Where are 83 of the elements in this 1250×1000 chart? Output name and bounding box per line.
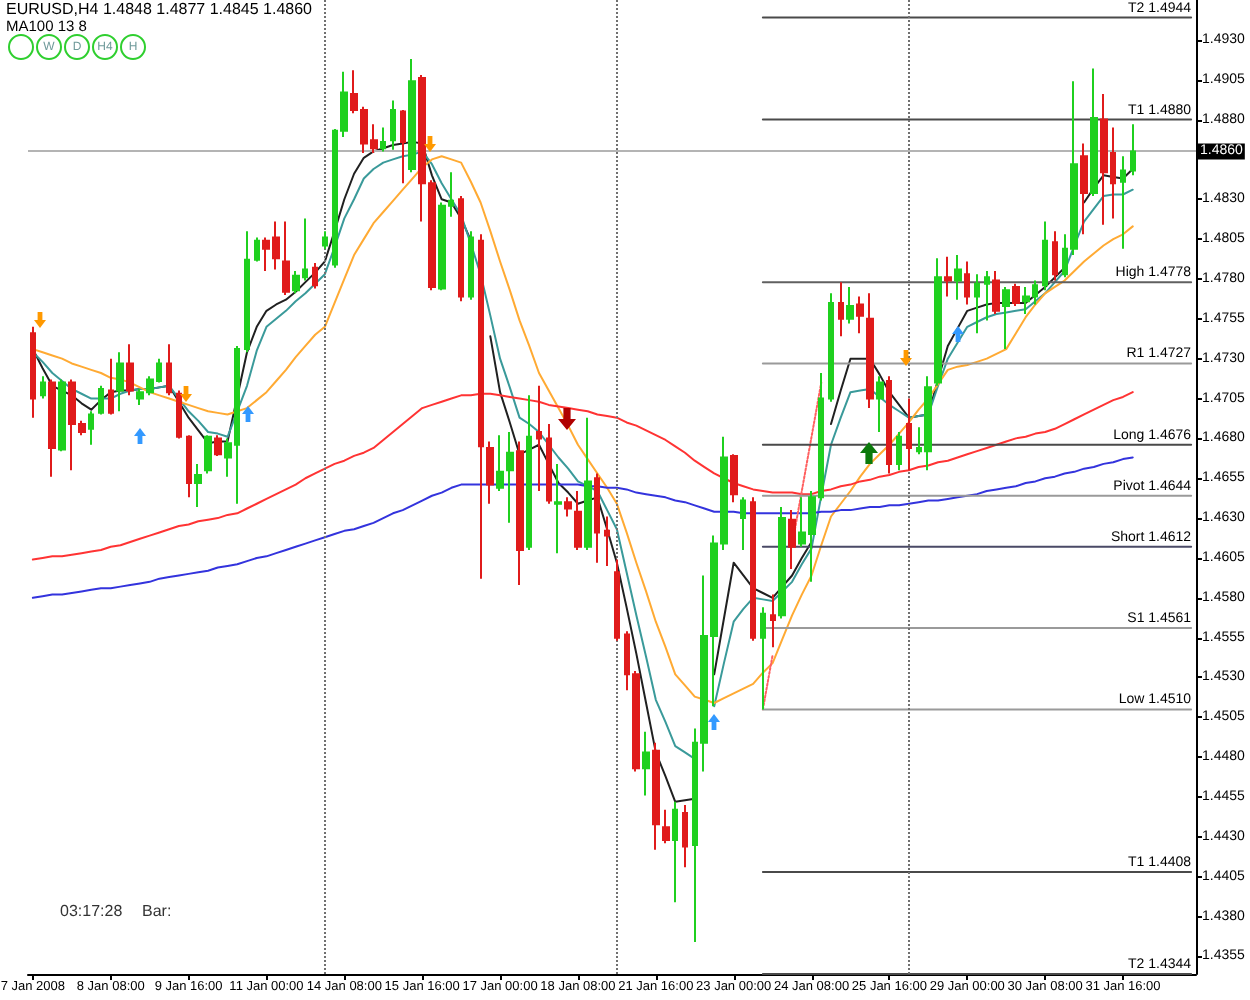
candlestick: [486, 440, 494, 505]
candlestick: [282, 220, 290, 296]
annotation: 03:17:28: [60, 902, 123, 920]
candlestick: [58, 378, 66, 453]
candlestick: [924, 375, 932, 472]
annotation: Bar:: [142, 902, 172, 920]
candlestick: [1042, 220, 1048, 292]
candlestick: [974, 273, 980, 335]
candlestick: [838, 281, 844, 338]
candlestick: [214, 434, 222, 457]
candlestick: [604, 515, 610, 567]
candlestick: [1022, 285, 1030, 316]
candlestick: [934, 257, 942, 387]
candlestick: [886, 375, 892, 475]
candlestick: [896, 431, 902, 472]
candlestick: [1100, 93, 1108, 226]
candlestick: [126, 343, 134, 397]
candlestick: [108, 357, 114, 416]
candlestick: [788, 509, 796, 571]
candlestick: [186, 434, 192, 499]
candlestick: [682, 804, 688, 869]
candlestick: [614, 558, 620, 642]
candlestick: [1130, 123, 1136, 177]
candlestick: [30, 325, 36, 419]
candlestick: [584, 416, 592, 551]
candlestick: [116, 351, 124, 413]
candlestick: [652, 741, 660, 851]
candlestick: [730, 453, 738, 504]
candlestick: [468, 230, 474, 301]
candlestick: [876, 375, 884, 433]
candlestick: [1002, 285, 1010, 351]
candlestick: [866, 292, 874, 410]
candlestick: [458, 195, 464, 303]
candlestick: [594, 472, 600, 564]
candlestick: [98, 384, 104, 416]
candlestick: [574, 489, 582, 551]
candlestick: [564, 496, 572, 518]
candlestick: [408, 57, 416, 174]
candlestick: [312, 262, 318, 290]
candlestick: [176, 389, 182, 440]
candlestick: [546, 423, 552, 505]
candlestick: [554, 462, 562, 555]
candlestick: [244, 230, 250, 354]
chart-title: EURUSD,H4 1.4848 1.4877 1.4845 1.4860: [6, 0, 314, 18]
candlestick: [944, 255, 952, 298]
candlestick: [846, 285, 854, 325]
candlestick: [906, 397, 912, 472]
candlestick: [750, 496, 756, 642]
candlestick: [478, 233, 484, 580]
candlestick: [526, 394, 532, 551]
candlestick: [672, 800, 678, 904]
candlestick: [194, 462, 202, 508]
candlestick: [740, 496, 746, 551]
candlestick: [662, 808, 670, 845]
candlestick: [1080, 142, 1088, 236]
candlestick: [1090, 67, 1098, 198]
candlestick: [828, 292, 834, 403]
candlestick: [964, 260, 970, 306]
candlestick: [1052, 230, 1058, 282]
candlestick: [856, 295, 864, 335]
candlestick: [166, 343, 172, 397]
candlestick: [48, 378, 56, 478]
candlestick: [642, 730, 650, 797]
candlestick: [40, 375, 46, 400]
candlestick: [992, 270, 1000, 316]
candlestick: [516, 440, 524, 587]
candlestick: [88, 410, 94, 446]
candlestick: [204, 434, 212, 475]
candlestick: [778, 505, 786, 620]
candlestick: [770, 593, 776, 649]
candlestick: [760, 606, 766, 711]
candlestick: [1012, 282, 1020, 308]
candlestick: [536, 384, 542, 492]
candlestick: [322, 230, 328, 250]
candlestick: [1120, 155, 1126, 250]
candlestick: [380, 126, 386, 153]
candlestick: [390, 99, 396, 151]
candlestick: [984, 270, 990, 322]
candlestick: [254, 236, 260, 263]
candlestick: [506, 431, 514, 524]
candlestick: [954, 254, 962, 301]
candlestick: [496, 434, 504, 492]
candlestick: [400, 108, 406, 185]
